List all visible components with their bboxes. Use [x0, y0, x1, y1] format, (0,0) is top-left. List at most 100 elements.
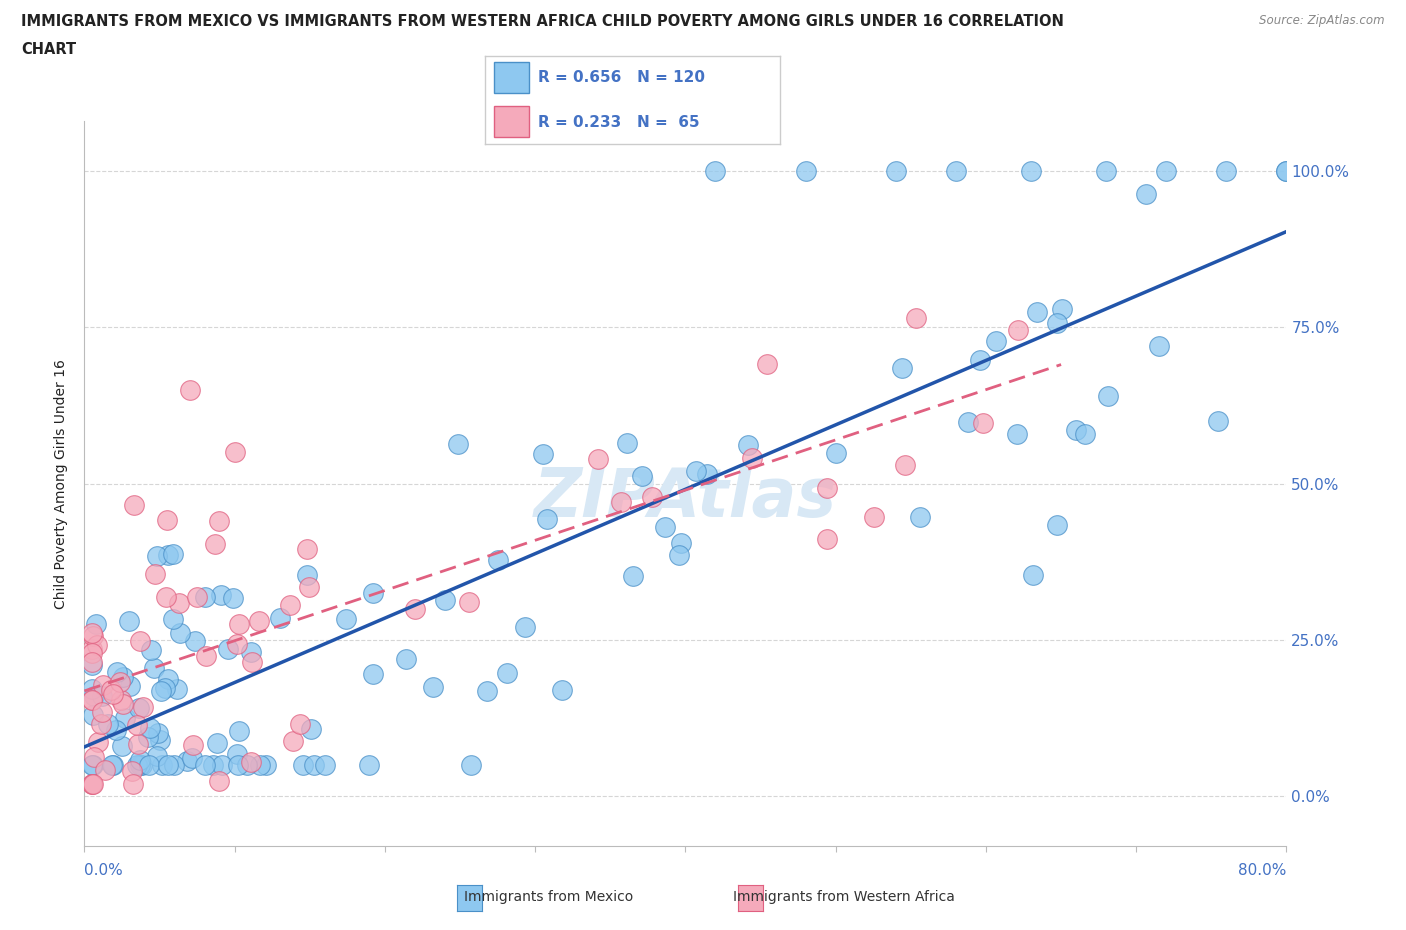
Point: [292, 758, 315, 773]
Point: [86, 735, 108, 750]
Point: [314, 758, 336, 773]
Point: [299, 721, 322, 736]
Point: [195, 648, 218, 663]
Point: [94, 763, 117, 777]
Point: [457, 594, 479, 609]
Point: [226, 758, 249, 773]
Point: [150, 684, 173, 698]
Point: [1149, 339, 1171, 353]
Point: [176, 754, 198, 769]
Point: [1005, 426, 1028, 441]
Point: [630, 469, 652, 484]
Point: [1025, 305, 1047, 320]
Point: [984, 334, 1007, 349]
Point: [247, 614, 270, 629]
Point: [129, 634, 152, 649]
Point: [101, 758, 124, 773]
Point: [179, 382, 201, 397]
Point: [194, 590, 217, 604]
Point: [249, 758, 271, 773]
Point: [145, 549, 167, 564]
Text: IMMIGRANTS FROM MEXICO VS IMMIGRANTS FROM WESTERN AFRICA CHILD POVERTY AMONG GIR: IMMIGRANTS FROM MEXICO VS IMMIGRANTS FRO…: [21, 14, 1064, 29]
Point: [138, 758, 160, 773]
Text: R = 0.233   N =  65: R = 0.233 N = 65: [538, 114, 700, 129]
Point: [908, 510, 931, 525]
FancyBboxPatch shape: [494, 62, 529, 93]
Point: [302, 758, 325, 773]
Point: [80, 645, 103, 660]
Point: [150, 758, 173, 773]
Point: [148, 725, 170, 740]
Point: [228, 617, 250, 631]
Point: [127, 737, 149, 751]
Point: [156, 513, 179, 528]
Point: [183, 633, 205, 648]
Point: [129, 752, 152, 767]
Point: [536, 512, 558, 526]
Point: [128, 700, 150, 715]
Point: [163, 758, 186, 773]
Point: [1050, 301, 1073, 316]
Point: [111, 738, 134, 753]
Point: [91, 705, 114, 720]
Point: [131, 758, 153, 773]
Point: [1156, 164, 1178, 179]
Point: [149, 733, 172, 748]
Point: [1275, 164, 1298, 179]
Point: [202, 758, 225, 773]
Point: [240, 655, 263, 670]
Point: [110, 692, 132, 707]
Point: [80, 758, 103, 773]
Text: 0.0%: 0.0%: [84, 863, 124, 878]
Text: ZIPAtlas: ZIPAtlas: [534, 465, 837, 531]
Point: [169, 626, 191, 641]
Point: [671, 536, 693, 551]
Point: [756, 356, 779, 371]
Point: [621, 568, 644, 583]
Point: [1206, 414, 1229, 429]
Point: [156, 671, 179, 686]
Point: [486, 552, 509, 567]
Point: [1275, 164, 1298, 179]
Point: [447, 437, 470, 452]
Point: [815, 532, 838, 547]
Point: [80, 682, 103, 697]
Point: [269, 611, 291, 626]
Point: [236, 758, 259, 773]
Point: [228, 724, 250, 738]
Point: [815, 480, 838, 495]
Point: [108, 674, 131, 689]
Point: [162, 546, 184, 561]
Point: [181, 737, 204, 752]
Point: [83, 689, 105, 704]
Point: [477, 684, 499, 698]
Text: Source: ZipAtlas.com: Source: ZipAtlas.com: [1260, 14, 1385, 27]
Point: [186, 590, 208, 604]
Point: [169, 596, 191, 611]
Point: [222, 591, 245, 605]
Point: [361, 586, 384, 601]
Point: [904, 311, 927, 325]
Point: [181, 751, 204, 765]
Point: [278, 598, 301, 613]
Point: [1064, 423, 1087, 438]
Point: [104, 723, 127, 737]
Point: [1007, 323, 1029, 338]
Point: [156, 548, 179, 563]
Point: [956, 415, 979, 430]
Y-axis label: Child Poverty Among Girls Under 16: Child Poverty Among Girls Under 16: [55, 359, 69, 608]
Point: [894, 458, 917, 472]
Point: [496, 666, 519, 681]
Point: [1046, 315, 1069, 330]
Point: [80, 777, 103, 791]
Point: [131, 699, 153, 714]
Point: [111, 698, 134, 712]
Point: [460, 758, 482, 773]
Point: [105, 664, 128, 679]
Point: [404, 601, 426, 616]
Point: [207, 736, 229, 751]
Point: [884, 164, 907, 179]
Point: [103, 758, 125, 773]
Point: [209, 588, 232, 603]
Point: [80, 658, 103, 672]
